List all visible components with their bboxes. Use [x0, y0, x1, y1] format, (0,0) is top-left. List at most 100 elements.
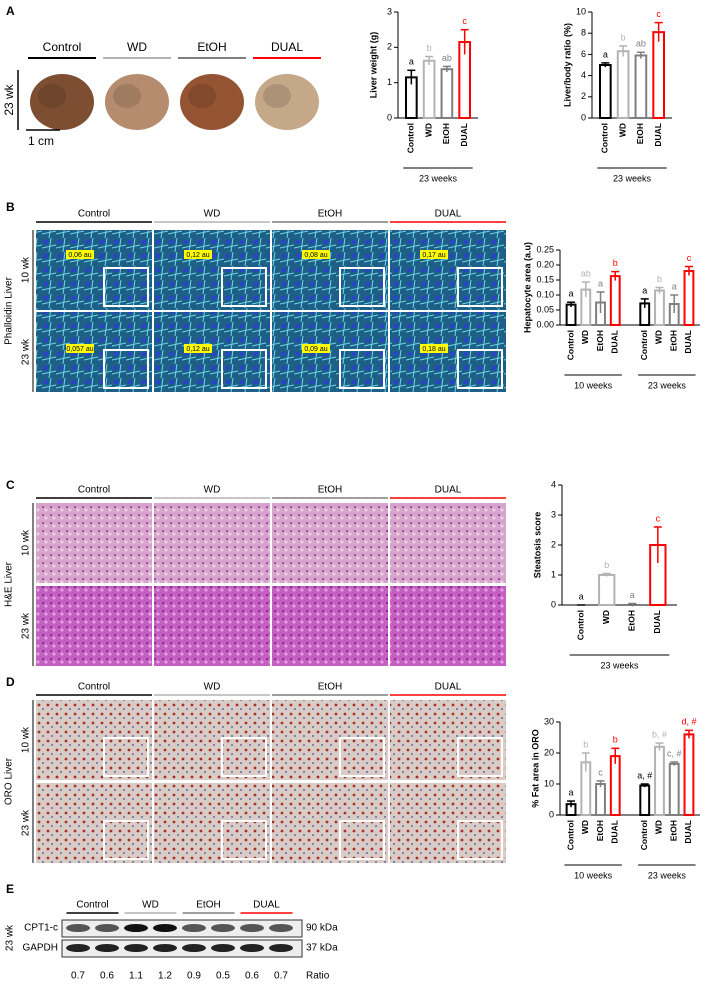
annotation-box	[420, 344, 448, 353]
panel-letter: E	[6, 882, 14, 896]
time-label: 23 wk	[5, 924, 16, 951]
micrograph	[272, 586, 388, 666]
band	[182, 944, 206, 952]
y-tick-label: 0	[551, 599, 556, 609]
y-tick-label: 8	[581, 28, 586, 38]
group-label: 23 weeks	[613, 173, 652, 183]
inset	[103, 349, 149, 389]
band	[240, 944, 264, 952]
row-label: 23 wk	[21, 338, 32, 365]
y-axis-title: Hepatocyte area (a.u)	[522, 242, 532, 333]
x-tick-label: EtOH	[635, 123, 645, 144]
y-axis-title: Liver/body ratio (%)	[562, 23, 572, 107]
group-label: 10 weeks	[574, 380, 613, 390]
y-tick-label: 0	[549, 809, 554, 819]
x-tick-label: DUAL	[610, 330, 620, 354]
y-tick-label: 10	[544, 778, 554, 788]
x-tick-label: Control	[639, 330, 649, 360]
y-tick-label: 4	[551, 479, 556, 489]
band	[182, 924, 206, 932]
bar	[595, 783, 606, 816]
x-tick-label: EtOH	[595, 330, 605, 351]
annotation: 0,09 au	[304, 346, 327, 353]
y-tick-label: 0	[581, 112, 586, 122]
y-tick-label: 0.15	[536, 274, 554, 284]
stain-label: Phalloidin Liver	[4, 276, 15, 344]
group-header: DUAL	[435, 209, 462, 220]
liver-lobe	[38, 84, 66, 108]
liver-lobe	[263, 84, 291, 108]
group-header: DUAL	[253, 900, 280, 911]
inset	[221, 349, 267, 389]
significance-letter: a	[569, 289, 574, 299]
band	[153, 924, 177, 932]
significance-letter: a, #	[637, 770, 652, 780]
panel-letter: A	[6, 4, 15, 18]
significance-letter: a	[630, 590, 635, 600]
y-tick-label: 0.00	[536, 319, 554, 329]
significance-letter: a	[672, 281, 677, 291]
group-header: WD	[142, 900, 159, 911]
group-header: WD	[204, 209, 221, 220]
inset	[103, 267, 149, 307]
group-label: 23 weeks	[600, 660, 639, 670]
panel-letter: C	[6, 478, 15, 492]
bar	[609, 755, 621, 816]
band	[211, 944, 235, 952]
stain-label: ORO Liver	[4, 757, 15, 805]
annotation: 0,08 au	[304, 252, 327, 259]
bar	[598, 574, 616, 606]
y-tick-label: 0.05	[536, 304, 554, 314]
significance-letter: c	[687, 253, 692, 263]
liver-lobe	[188, 84, 216, 108]
ratio-label: Ratio	[306, 971, 330, 982]
x-tick-label: EtOH	[668, 330, 678, 351]
group-label: 23 weeks	[419, 173, 458, 183]
x-tick-label: WD	[654, 330, 664, 344]
y-tick-label: 0.25	[536, 244, 554, 254]
group-header: Control	[43, 40, 82, 54]
annotation: 0,18 au	[422, 346, 445, 353]
panel-letter: D	[6, 675, 15, 689]
ratio-value: 0.7	[71, 971, 85, 982]
group-label: 23 weeks	[648, 380, 687, 390]
micrograph	[36, 503, 152, 583]
significance-letter: b, #	[652, 729, 667, 739]
bar	[683, 270, 695, 326]
blot	[61, 939, 303, 958]
x-tick-label: WD	[654, 820, 664, 834]
y-axis-title: % Fat area in ORO	[530, 729, 540, 808]
x-tick-label: EtOH	[595, 820, 605, 841]
y-tick-label: 1	[551, 569, 556, 579]
x-tick-label: DUAL	[653, 123, 663, 147]
significance-letter: b	[427, 43, 432, 53]
y-tick-label: 2	[387, 42, 392, 52]
x-tick-label: EtOH	[441, 123, 451, 144]
annotation-box	[302, 250, 330, 259]
inset	[221, 267, 267, 307]
inset	[221, 737, 267, 777]
group-header: WD	[127, 40, 147, 54]
row-label: 10 wk	[21, 726, 32, 753]
ratio-value: 0.7	[274, 971, 288, 982]
significance-letter: ab	[442, 53, 452, 63]
y-tick-label: 0.10	[536, 289, 554, 299]
row-label: 23 wk	[21, 612, 32, 639]
bar	[565, 303, 577, 327]
y-tick-label: 30	[544, 716, 554, 726]
y-tick-label: 6	[581, 49, 586, 59]
bar	[639, 784, 651, 816]
liver-lobe	[113, 84, 141, 108]
band	[124, 944, 148, 952]
band-label: CPT1-c	[24, 923, 58, 934]
significance-letter: b	[613, 258, 618, 268]
micrograph	[390, 503, 506, 583]
x-tick-label: Control	[575, 610, 585, 640]
group-label: 23 weeks	[648, 870, 687, 880]
y-axis-title: Liver weight (g)	[368, 32, 378, 99]
inset	[457, 267, 503, 307]
x-tick-label: DUAL	[683, 330, 693, 354]
inset	[103, 820, 149, 860]
